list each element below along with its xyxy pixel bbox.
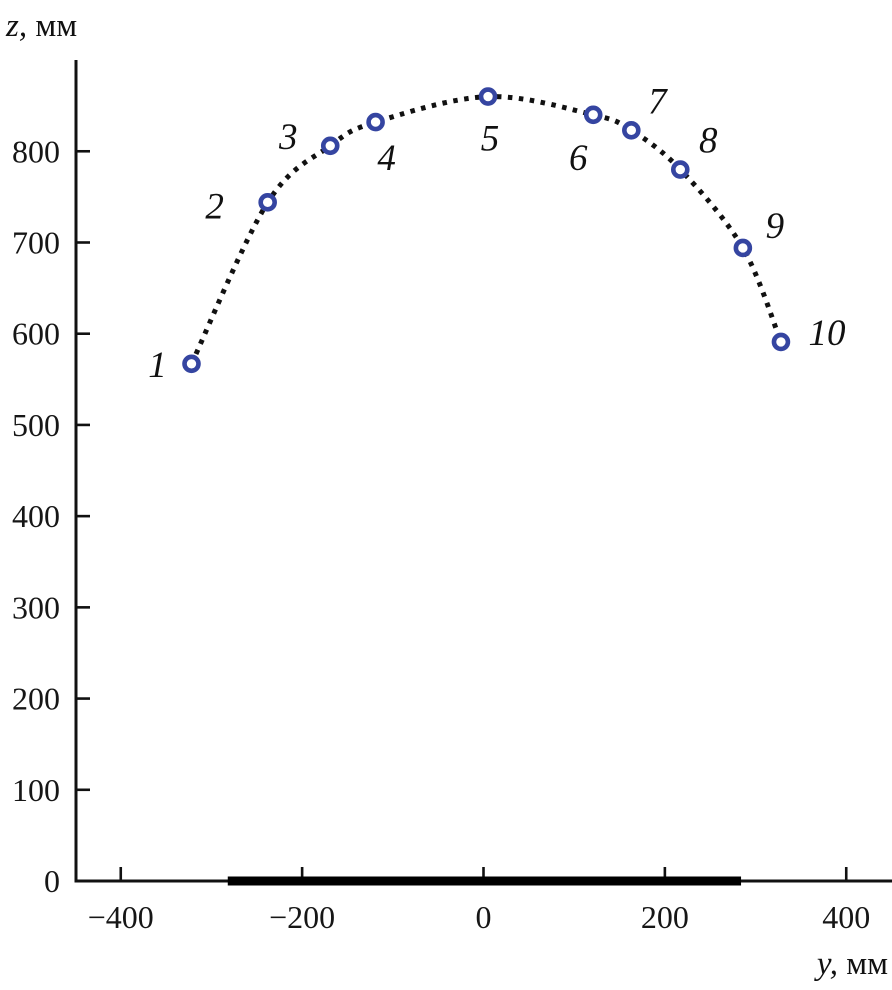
y-tick-label: 400 [12,498,60,534]
data-point-8 [670,160,690,179]
y-tick-label: 600 [12,316,60,352]
y-tick-label: 200 [12,681,60,717]
x-tick-label: −200 [269,899,335,935]
point-label-4: 4 [377,138,396,179]
y-tick-label: 100 [12,772,60,808]
y-tick-label: 500 [12,407,60,443]
point-label-7: 7 [648,81,668,122]
data-point-7 [622,121,641,140]
y-tick-label: 300 [12,589,60,625]
x-tick-label: 400 [822,899,870,935]
point-label-1: 1 [148,345,167,386]
point-label-5: 5 [481,119,500,160]
point-label-10: 10 [808,313,846,354]
point-label-8: 8 [699,121,718,162]
x-tick-label: 200 [641,899,689,935]
y-tick-label: 700 [12,224,60,260]
y-tick-label: 0 [44,863,60,899]
data-point-3 [320,136,340,156]
y-tick-label: 800 [12,133,60,169]
point-label-3: 3 [278,117,298,158]
point-label-2: 2 [205,186,224,227]
point-label-6: 6 [569,138,588,179]
x-axis-title: y, мм [816,946,888,982]
data-point-5 [478,87,498,106]
data-point-9 [733,238,753,258]
fitted-dotted-curve [189,94,784,365]
y-axis-title: z, мм [6,8,78,44]
x-tick-label: −400 [88,899,154,935]
data-point-6 [583,105,603,125]
data-point-4 [366,112,385,132]
data-point-10 [771,332,791,352]
data-point-1 [182,354,201,374]
point-label-9: 9 [766,206,785,247]
data-point-2 [258,193,277,212]
x-tick-label: 0 [476,899,492,935]
